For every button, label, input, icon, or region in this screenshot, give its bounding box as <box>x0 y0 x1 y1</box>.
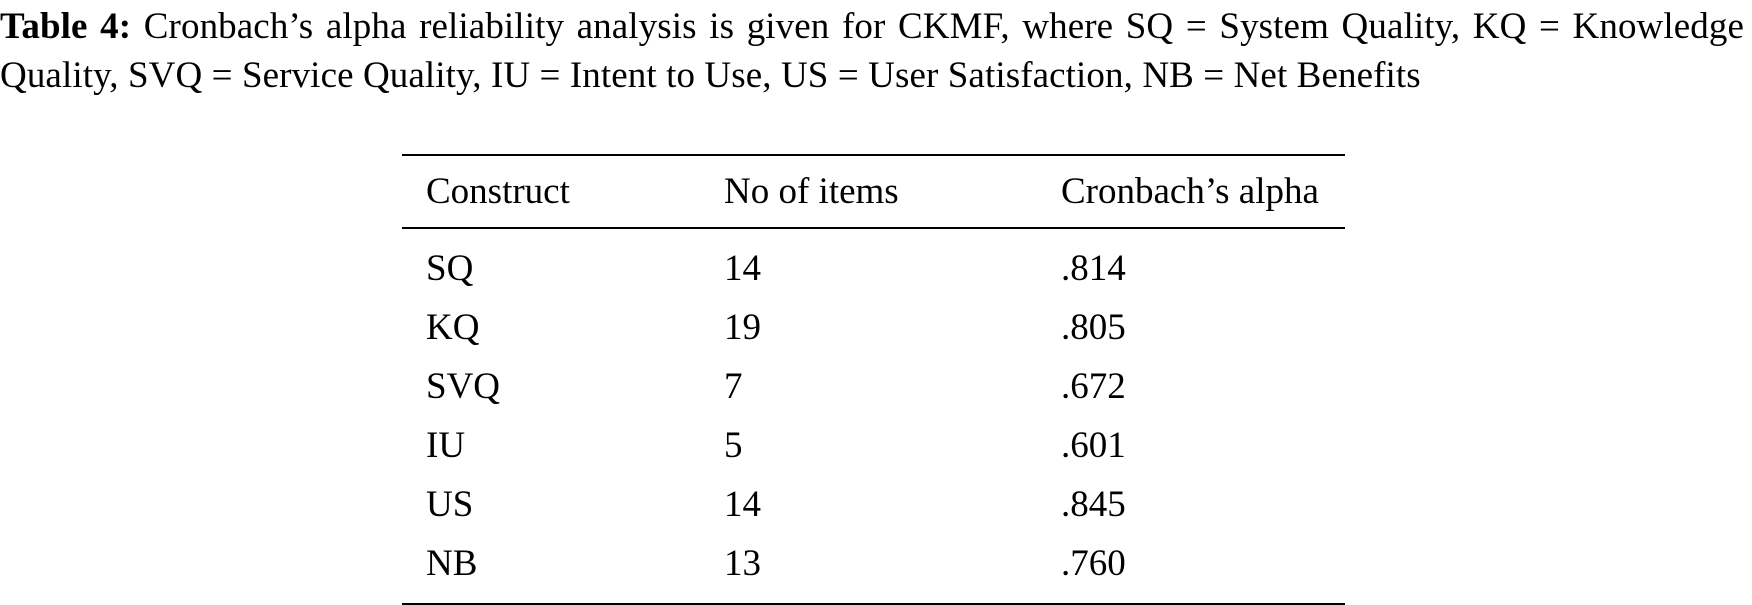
items-cell: 13 <box>724 543 761 584</box>
alpha-cell: .760 <box>1061 543 1126 584</box>
reliability-table-container: Construct No of items Cronbach’s alpha S… <box>402 154 1345 605</box>
construct-cell: SVQ <box>426 366 501 407</box>
header-row: Construct No of items Cronbach’s alpha <box>402 155 1345 228</box>
table-caption: Table 4: Cronbach’s alpha reliability an… <box>0 2 1744 100</box>
items-cell: 7 <box>724 366 743 407</box>
table-row: KQ 19 .805 <box>402 298 1345 357</box>
table-row: US 14 .845 <box>402 475 1345 534</box>
alpha-cell: .672 <box>1061 366 1126 407</box>
header-construct: Construct <box>426 171 570 212</box>
construct-cell: IU <box>426 425 466 466</box>
table-row: SQ 14 .814 <box>402 228 1345 298</box>
construct-cell: SQ <box>426 248 474 289</box>
items-cell: 14 <box>724 484 761 525</box>
reliability-table: Construct No of items Cronbach’s alpha S… <box>402 154 1345 605</box>
alpha-cell: .845 <box>1061 484 1126 525</box>
table-header: Construct No of items Cronbach’s alpha <box>402 155 1345 228</box>
alpha-cell: .814 <box>1061 248 1126 289</box>
alpha-cell: .601 <box>1061 425 1126 466</box>
construct-cell: US <box>426 484 474 525</box>
caption-text: Cronbach’s alpha reliability analysis is… <box>0 6 1745 96</box>
items-cell: 19 <box>724 307 761 348</box>
table-body: SQ 14 .814 KQ 19 .805 SVQ 7 .672 IU 5 .6… <box>402 228 1345 604</box>
construct-cell: KQ <box>426 307 480 348</box>
table-row: NB 13 .760 <box>402 534 1345 604</box>
header-cronbachs-alpha: Cronbach’s alpha <box>1061 171 1319 212</box>
alpha-cell: .805 <box>1061 307 1126 348</box>
construct-cell: NB <box>426 543 478 584</box>
items-cell: 5 <box>724 425 743 466</box>
header-no-of-items: No of items <box>724 171 899 212</box>
items-cell: 14 <box>724 248 761 289</box>
caption-label: Table 4: <box>0 6 132 47</box>
table-row: IU 5 .601 <box>402 416 1345 475</box>
table-row: SVQ 7 .672 <box>402 357 1345 416</box>
